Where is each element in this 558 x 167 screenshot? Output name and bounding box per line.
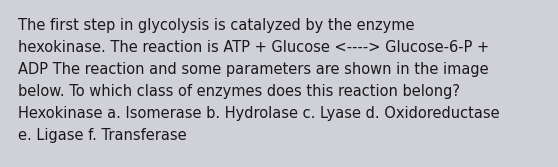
- Text: Hexokinase a. Isomerase b. Hydrolase c. Lyase d. Oxidoreductase: Hexokinase a. Isomerase b. Hydrolase c. …: [18, 106, 499, 121]
- Text: e. Ligase f. Transferase: e. Ligase f. Transferase: [18, 128, 186, 143]
- Text: The first step in glycolysis is catalyzed by the enzyme: The first step in glycolysis is catalyze…: [18, 18, 415, 33]
- Text: hexokinase. The reaction is ATP + Glucose <----> Glucose-6-P +: hexokinase. The reaction is ATP + Glucos…: [18, 40, 489, 55]
- Text: ADP The reaction and some parameters are shown in the image: ADP The reaction and some parameters are…: [18, 62, 489, 77]
- Text: below. To which class of enzymes does this reaction belong?: below. To which class of enzymes does th…: [18, 84, 460, 99]
